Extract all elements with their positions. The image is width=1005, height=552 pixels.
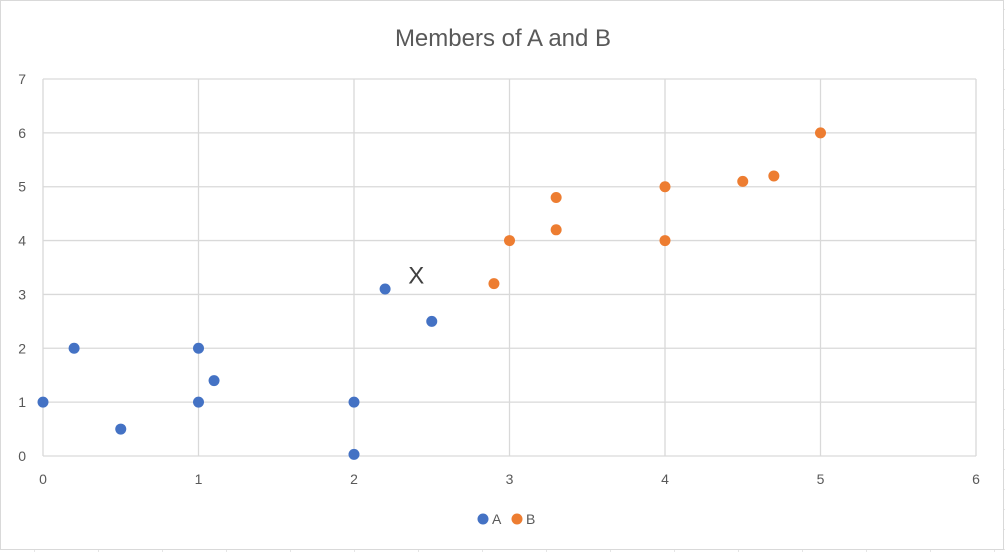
y-tick-label: 4 [18,233,26,249]
data-point-a[interactable] [426,315,438,327]
plot-area-points [37,127,826,460]
x-axis-tick-labels: 0 1 2 3 4 5 6 [39,471,980,487]
legend-label-a: A [492,511,502,527]
data-point-a[interactable] [193,396,204,408]
x-tick-label: 6 [972,471,980,487]
x-tick-label: 5 [817,471,825,487]
data-point-b[interactable] [659,181,671,193]
data-point-a[interactable] [193,342,204,354]
data-point-b[interactable] [550,191,562,203]
x-tick-label: 2 [350,471,358,487]
y-tick-label: 0 [18,448,26,464]
data-point-b[interactable] [737,175,749,187]
data-point-a[interactable] [208,375,220,387]
data-point-a[interactable] [68,342,80,354]
annotations: X [408,263,424,290]
y-tick-label: 6 [18,125,26,141]
data-point-b[interactable] [815,127,826,139]
annotation-label: X [408,263,424,290]
x-tick-label: 0 [39,471,47,487]
x-tick-label: 1 [195,471,203,487]
data-point-a[interactable] [37,396,49,408]
data-point-b[interactable] [550,224,562,236]
y-tick-label: 5 [18,179,26,195]
legend-marker-a [477,513,489,525]
data-point-b[interactable] [768,170,780,182]
y-tick-label: 7 [18,71,26,87]
y-axis-tick-labels: 0 1 2 3 4 5 6 7 [18,71,26,464]
gridlines [42,78,977,457]
x-tick-label: 4 [661,471,669,487]
y-tick-label: 3 [18,286,26,302]
data-point-a[interactable] [379,283,391,295]
y-tick-label: 1 [18,394,26,410]
data-point-a[interactable] [348,448,360,460]
data-point-a[interactable] [348,396,360,408]
data-point-b[interactable] [488,278,500,290]
x-tick-label: 3 [506,471,514,487]
data-point-b[interactable] [659,235,671,247]
legend-marker-b [511,513,523,525]
legend-label-b: B [526,511,535,527]
data-point-b[interactable] [504,235,515,247]
y-tick-label: 2 [18,340,26,356]
chart-title: Members of A and B [395,25,611,52]
data-point-a[interactable] [115,423,127,435]
